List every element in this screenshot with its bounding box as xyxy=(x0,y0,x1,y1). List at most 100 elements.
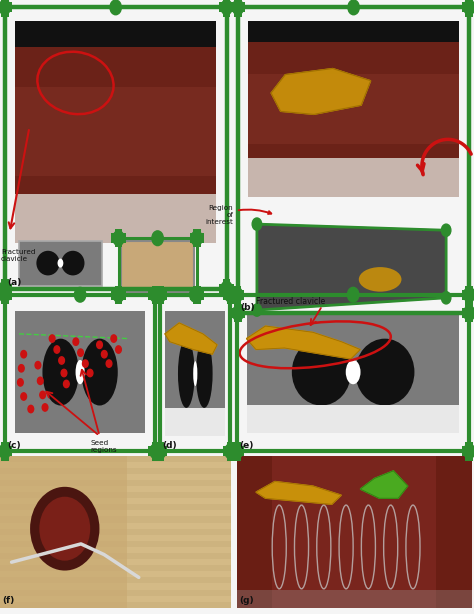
Bar xyxy=(165,311,225,436)
Bar xyxy=(0,456,231,608)
Polygon shape xyxy=(246,326,360,359)
Circle shape xyxy=(231,287,243,302)
Bar xyxy=(248,21,459,197)
Bar xyxy=(152,442,159,460)
Bar xyxy=(462,446,474,456)
Bar xyxy=(153,446,167,456)
Bar xyxy=(111,290,126,300)
Bar xyxy=(234,0,242,17)
Circle shape xyxy=(37,377,43,384)
Circle shape xyxy=(111,335,117,342)
Circle shape xyxy=(232,306,244,321)
Bar xyxy=(165,408,225,436)
Bar xyxy=(115,286,122,304)
Bar xyxy=(237,589,472,608)
Circle shape xyxy=(54,346,60,353)
Ellipse shape xyxy=(75,360,85,384)
Bar xyxy=(219,284,234,293)
Bar xyxy=(234,304,242,322)
Circle shape xyxy=(116,346,121,353)
Circle shape xyxy=(0,287,10,302)
Ellipse shape xyxy=(57,258,64,268)
Circle shape xyxy=(59,357,64,364)
Bar xyxy=(0,462,231,468)
Ellipse shape xyxy=(193,361,197,386)
Circle shape xyxy=(35,362,41,369)
Circle shape xyxy=(18,379,23,386)
Bar xyxy=(0,480,231,486)
Bar xyxy=(223,0,230,17)
Bar xyxy=(0,523,231,529)
Circle shape xyxy=(28,405,34,413)
Circle shape xyxy=(441,224,451,236)
Circle shape xyxy=(348,0,359,15)
Circle shape xyxy=(252,304,262,316)
Text: Seed
regions: Seed regions xyxy=(90,440,117,453)
Bar xyxy=(160,295,230,451)
Circle shape xyxy=(150,444,161,459)
Circle shape xyxy=(0,444,10,459)
Bar xyxy=(237,295,469,451)
Circle shape xyxy=(21,393,27,400)
Bar xyxy=(247,405,459,433)
Bar xyxy=(233,286,241,304)
Bar xyxy=(0,290,12,300)
Bar xyxy=(0,486,231,492)
Bar xyxy=(190,233,204,243)
Text: (a): (a) xyxy=(7,278,21,287)
Circle shape xyxy=(61,369,67,376)
Bar xyxy=(193,286,201,304)
Bar xyxy=(0,516,231,523)
Text: (g): (g) xyxy=(239,596,254,605)
Circle shape xyxy=(64,380,69,387)
Polygon shape xyxy=(165,323,217,354)
Bar xyxy=(15,21,216,47)
Bar xyxy=(0,529,231,535)
Bar xyxy=(15,311,145,433)
Bar xyxy=(237,456,472,608)
Bar xyxy=(15,194,216,243)
Circle shape xyxy=(347,287,359,302)
Ellipse shape xyxy=(61,251,84,276)
Bar xyxy=(0,553,231,559)
Bar xyxy=(0,498,231,504)
Text: (f): (f) xyxy=(2,596,15,605)
Bar xyxy=(0,446,12,456)
Bar xyxy=(0,589,231,596)
Text: (b): (b) xyxy=(240,303,255,312)
Bar xyxy=(111,233,126,243)
Bar xyxy=(19,241,102,286)
Circle shape xyxy=(191,287,202,302)
Circle shape xyxy=(78,349,83,356)
Circle shape xyxy=(113,287,124,302)
Bar xyxy=(247,311,459,433)
Ellipse shape xyxy=(178,340,195,408)
Bar xyxy=(0,284,12,293)
Text: (c): (c) xyxy=(7,441,21,450)
Polygon shape xyxy=(271,69,371,114)
Bar xyxy=(115,229,122,247)
Circle shape xyxy=(464,287,474,302)
Bar xyxy=(231,2,245,12)
Circle shape xyxy=(150,287,161,302)
Ellipse shape xyxy=(346,360,361,384)
Bar xyxy=(227,442,234,460)
Circle shape xyxy=(49,335,55,342)
Ellipse shape xyxy=(196,340,213,408)
Bar xyxy=(462,308,474,318)
Bar xyxy=(465,304,473,322)
Polygon shape xyxy=(256,481,341,504)
Bar xyxy=(248,158,459,197)
Circle shape xyxy=(113,231,124,246)
Bar xyxy=(0,565,231,571)
Text: (d): (d) xyxy=(163,441,177,450)
Circle shape xyxy=(152,231,163,246)
Bar xyxy=(0,2,12,12)
Bar xyxy=(121,241,194,292)
Circle shape xyxy=(82,360,88,367)
Bar xyxy=(0,547,231,553)
Bar xyxy=(0,468,231,474)
Bar xyxy=(230,290,244,300)
Bar xyxy=(1,0,9,17)
Bar xyxy=(1,286,9,304)
